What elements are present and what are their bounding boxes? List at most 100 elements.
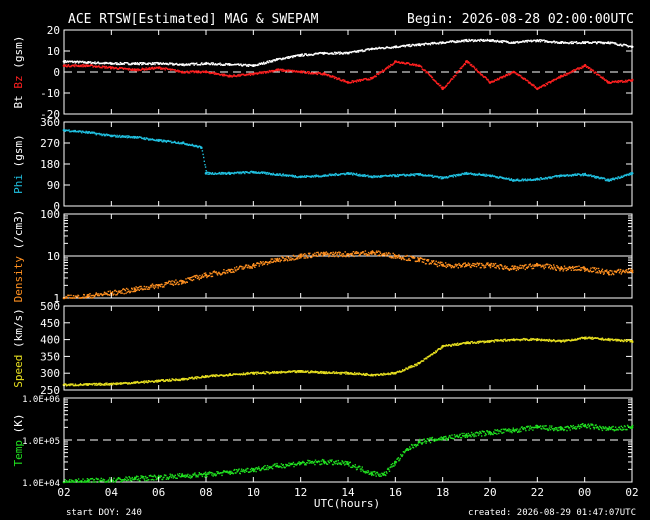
data-point	[427, 72, 429, 74]
data-point	[169, 283, 171, 285]
data-point	[467, 342, 469, 344]
data-point	[149, 139, 152, 141]
data-point	[393, 62, 396, 64]
data-point	[477, 264, 480, 266]
data-point	[390, 47, 392, 49]
data-point	[132, 135, 135, 138]
data-point	[243, 267, 245, 269]
data-point	[409, 43, 411, 46]
data-point	[624, 81, 626, 83]
data-point	[159, 380, 161, 382]
data-point	[283, 69, 285, 71]
series-value-point	[630, 269, 634, 272]
data-point	[128, 135, 130, 137]
series-value-point	[607, 179, 610, 182]
data-point	[487, 80, 490, 82]
data-point	[455, 344, 457, 346]
data-point	[177, 69, 179, 71]
data-point	[377, 72, 379, 75]
data-point	[140, 285, 142, 288]
data-point	[141, 287, 143, 290]
data-point	[211, 172, 214, 174]
data-point	[133, 287, 135, 289]
data-point	[404, 46, 406, 48]
data-point	[312, 253, 315, 256]
data-point	[312, 72, 315, 74]
data-point	[170, 281, 172, 283]
data-point	[173, 63, 176, 65]
data-point	[89, 61, 92, 63]
data-point	[425, 263, 427, 265]
data-point	[616, 177, 618, 179]
data-point	[153, 62, 156, 64]
data-point	[177, 379, 180, 382]
data-point	[185, 144, 188, 146]
data-point	[570, 269, 573, 271]
data-point	[493, 341, 495, 343]
data-point	[361, 49, 363, 51]
data-point	[454, 343, 456, 345]
data-point	[268, 71, 270, 73]
data-point	[79, 383, 82, 385]
data-point	[193, 71, 195, 74]
data-point	[592, 70, 595, 72]
data-point	[626, 81, 628, 83]
data-point	[377, 254, 379, 257]
data-point	[192, 70, 195, 72]
data-point	[531, 267, 533, 270]
data-point	[322, 253, 324, 255]
data-point	[65, 64, 67, 66]
data-point	[467, 262, 470, 264]
data-point	[148, 286, 150, 288]
data-point	[570, 72, 572, 74]
data-point	[135, 70, 137, 72]
data-point	[363, 175, 365, 177]
data-point	[463, 172, 466, 174]
data-point	[298, 254, 300, 256]
data-point	[143, 380, 145, 383]
data-point	[246, 373, 248, 375]
data-point	[277, 68, 279, 70]
data-point	[259, 63, 262, 65]
data-point	[123, 479, 125, 482]
series-value-point	[370, 373, 373, 377]
data-point	[97, 61, 99, 63]
data-point	[621, 45, 624, 47]
data-point	[211, 375, 214, 378]
series-value-point	[512, 70, 515, 74]
data-point	[527, 81, 530, 83]
data-point	[139, 285, 141, 288]
data-point	[132, 290, 135, 293]
data-point	[350, 253, 352, 255]
data-point	[287, 175, 290, 177]
data-point	[333, 77, 336, 80]
data-point	[417, 257, 419, 259]
data-point	[469, 263, 471, 265]
data-point	[220, 173, 222, 175]
data-point	[580, 269, 583, 271]
data-point	[219, 62, 221, 64]
data-point	[362, 373, 364, 376]
data-point	[296, 370, 298, 373]
data-point	[212, 62, 214, 64]
data-point	[403, 173, 405, 176]
data-point	[98, 66, 101, 68]
data-point	[137, 62, 140, 65]
data-point	[601, 339, 603, 341]
data-point	[497, 264, 499, 267]
data-point	[144, 288, 147, 290]
data-point	[189, 64, 191, 66]
data-point	[309, 370, 312, 373]
data-point	[520, 267, 523, 269]
data-point	[321, 252, 323, 254]
data-point	[69, 479, 71, 481]
data-point	[139, 288, 142, 290]
data-point	[334, 51, 336, 54]
y-tick-label: 1.0E+04	[22, 479, 60, 489]
series-value-point	[346, 252, 350, 256]
data-point	[412, 256, 415, 258]
data-point	[149, 68, 152, 70]
data-point	[165, 283, 167, 286]
data-point	[202, 153, 204, 156]
data-point	[115, 136, 118, 138]
